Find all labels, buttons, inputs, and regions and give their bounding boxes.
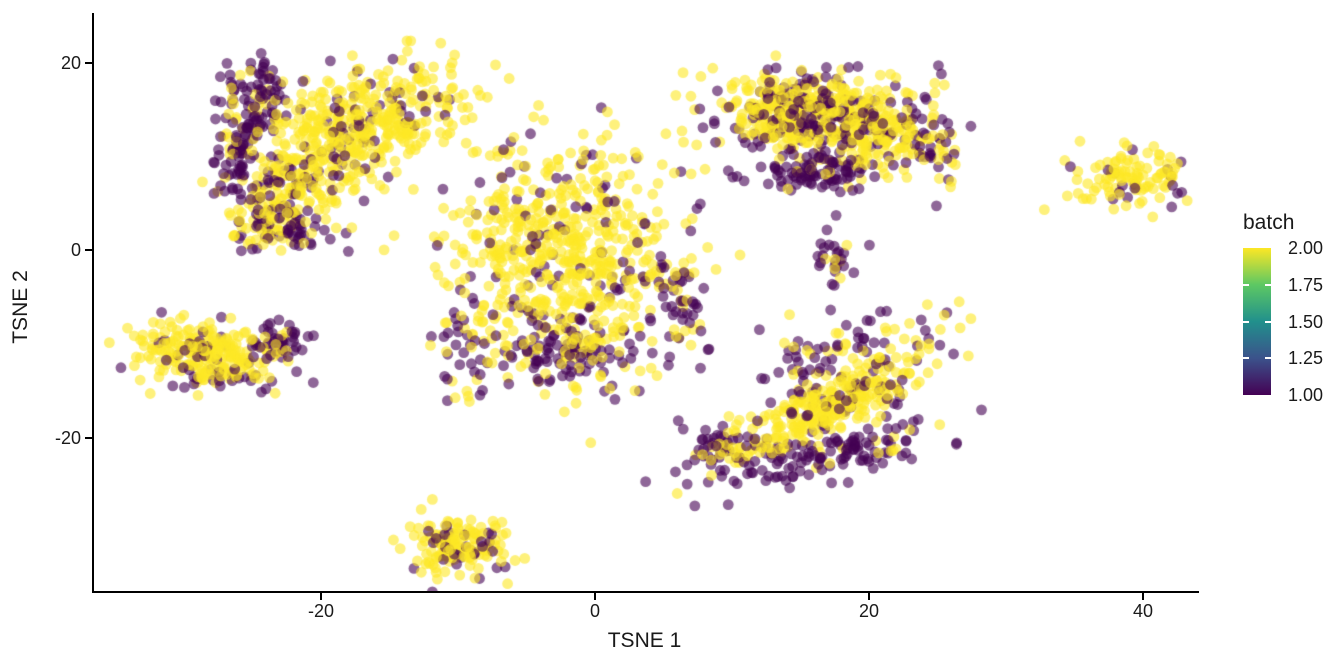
y-tick-mark: [85, 249, 92, 251]
x-tick-label: 0: [589, 601, 600, 621]
scatter-canvas: [92, 13, 1197, 591]
legend-value-label: 1.75: [1288, 274, 1324, 295]
colorbar-tick: [1265, 283, 1271, 286]
y-axis-title: TSNE 2: [9, 270, 32, 344]
legend: batch 2.00 1.75 1.50 1.25 1.00: [1240, 210, 1344, 430]
legend-value-label: 1.25: [1288, 348, 1324, 369]
x-axis-title: TSNE 1: [607, 629, 682, 652]
legend-value-label: 1.00: [1288, 385, 1324, 405]
x-tick-label: 20: [858, 601, 880, 621]
x-tick-mark: [1142, 593, 1144, 600]
x-tick-label: -20: [307, 601, 334, 621]
x-tick-label: 40: [1132, 601, 1154, 621]
legend-title: batch: [1243, 211, 1295, 234]
y-tick-label: 20: [60, 52, 81, 73]
colorbar-tick: [1243, 357, 1249, 360]
y-tick-label: 0: [70, 240, 81, 260]
legend-value-label: 1.50: [1288, 311, 1324, 332]
legend-colorbar: [1243, 248, 1271, 395]
y-tick-mark: [85, 436, 92, 439]
y-axis-line: [92, 13, 94, 593]
colorbar-tick: [1243, 320, 1249, 323]
x-axis-line: [92, 591, 1199, 593]
y-tick-mark: [85, 61, 92, 64]
legend-value-label: 2.00: [1288, 238, 1324, 258]
x-tick-mark: [320, 593, 322, 600]
colorbar-tick: [1243, 283, 1249, 286]
x-tick-mark: [868, 593, 870, 600]
colorbar-tick: [1265, 357, 1271, 360]
x-tick-mark: [594, 593, 596, 600]
y-tick-label: -20: [54, 427, 81, 448]
colorbar-tick: [1265, 320, 1271, 323]
